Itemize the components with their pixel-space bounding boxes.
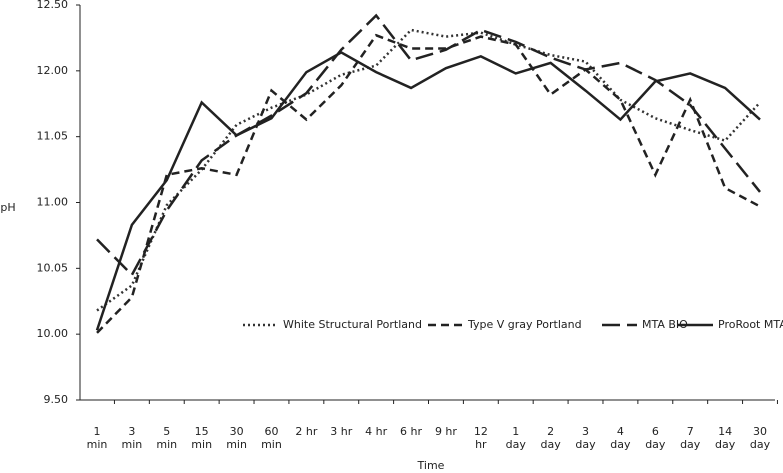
legend-label: MTA BIO <box>642 318 688 331</box>
x-tick-label: 7 day <box>680 425 701 451</box>
x-tick-label: 4 hr <box>365 425 388 438</box>
y-tick-label: 11.05 <box>37 130 69 143</box>
x-tick-label: 6 day <box>645 425 666 451</box>
x-tick-label: 2 day <box>540 425 561 451</box>
series-line <box>96 13 761 278</box>
x-tick-label: 15 min <box>191 425 213 451</box>
series-line <box>96 28 761 312</box>
x-tick-label: 5 min <box>156 425 178 451</box>
y-tick-label: 12.50 <box>37 0 69 11</box>
x-tick-label: 1 day <box>505 425 526 451</box>
x-tick-label: 2 hr <box>295 425 318 438</box>
y-tick-label: 9.50 <box>44 393 69 406</box>
x-tick-label: 3 day <box>575 425 596 451</box>
legend-label: Type V gray Portland <box>467 318 582 331</box>
x-tick-label: 3 hr <box>330 425 353 438</box>
x-tick-label: 60 min <box>261 425 282 451</box>
x-tick-label: 30 min <box>226 425 247 451</box>
legend-label: White Structural Portland <box>283 318 422 331</box>
y-tick-label: 10.05 <box>37 261 69 274</box>
x-axis-label: Time <box>417 459 445 472</box>
x-tick-label: 4 day <box>610 425 631 451</box>
x-tick-label: 12 hr <box>473 425 488 451</box>
x-tick-label: 9 hr <box>434 425 457 438</box>
y-axis-label: pH <box>0 201 15 214</box>
x-tick-label: 30 day <box>749 425 771 451</box>
x-tick-label: 3 min <box>121 425 143 451</box>
series-line <box>95 50 761 331</box>
x-tick-label: 14 day <box>714 425 736 451</box>
legend-label: ProRoot MTA <box>718 318 783 331</box>
x-tick-label: 6 hr <box>400 425 423 438</box>
series-line <box>96 33 761 334</box>
x-tick-label: 1 min <box>86 425 108 451</box>
y-tick-label: 11.00 <box>37 196 69 209</box>
y-tick-label: 12.00 <box>37 64 69 77</box>
y-tick-label: 10.00 <box>37 327 69 340</box>
